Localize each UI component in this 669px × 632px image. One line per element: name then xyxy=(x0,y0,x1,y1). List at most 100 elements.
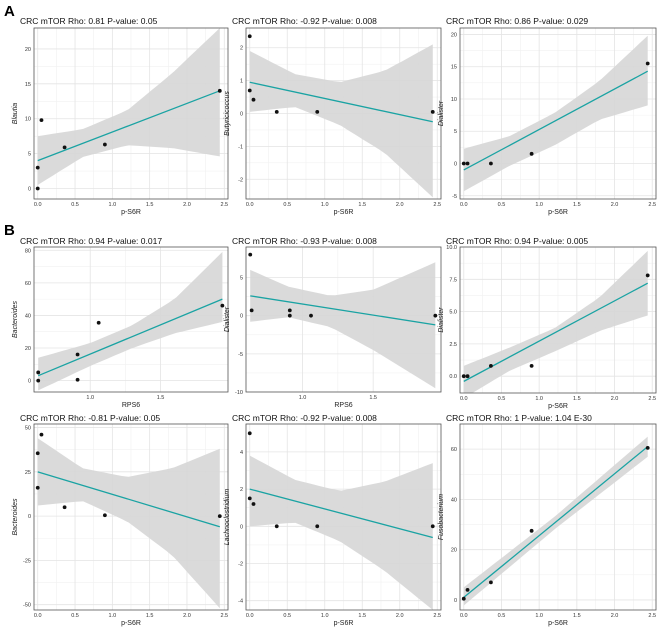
x-tick-label: 1.5 xyxy=(369,395,377,401)
confidence-band xyxy=(37,28,220,185)
x-tick-label: 1.5 xyxy=(157,395,165,401)
y-tick-label: -50 xyxy=(23,603,31,609)
y-tick-label: 20 xyxy=(451,548,457,554)
data-point xyxy=(461,596,466,601)
y-axis-label: Blautia xyxy=(12,103,19,125)
data-point xyxy=(75,352,80,357)
chart-1: CRC mTOR Rho: 0.81 P-value: 0.05 0.0 0.5 1.… xyxy=(12,16,229,216)
x-tick-label: 1.5 xyxy=(358,613,366,619)
x-tick-label: 2.5 xyxy=(648,396,656,402)
x-tick-label: 1.5 xyxy=(358,202,366,208)
data-point xyxy=(36,378,41,383)
y-tick-label: 20 xyxy=(25,47,31,53)
x-tick-label: 1.5 xyxy=(146,613,154,619)
y-tick-label: -10 xyxy=(235,390,243,396)
data-point xyxy=(315,109,320,114)
y-axis-label: Fusobacterium xyxy=(438,494,445,540)
data-point xyxy=(274,524,279,529)
y-tick-label: 2.5 xyxy=(449,342,457,348)
chart-title: CRC mTOR Rho: 0.81 P-value: 0.05 xyxy=(20,16,158,26)
x-tick-label: 2.0 xyxy=(396,202,404,208)
chart-9: CRC mTOR Rho: 1 P-value: 1.04 E-30 0.0 0.5… xyxy=(438,413,657,627)
data-point xyxy=(217,514,222,519)
x-tick-label: 0.0 xyxy=(246,613,254,619)
data-point xyxy=(96,320,101,325)
x-tick-label: 0.5 xyxy=(71,613,79,619)
plot-frame xyxy=(245,246,442,393)
y-tick-label: -1 xyxy=(238,144,243,150)
x-axis-label: p-S6R xyxy=(334,620,354,627)
x-tick-label: 2.5 xyxy=(220,613,228,619)
regression-line xyxy=(249,81,433,123)
y-tick-label: 80 xyxy=(25,248,31,254)
x-axis-label: p-S6R xyxy=(548,620,568,627)
data-point xyxy=(220,303,225,308)
chart-title: CRC mTOR Rho: 0.86 P-value: 0.029 xyxy=(446,16,588,26)
x-tick-label: 0.0 xyxy=(34,202,42,208)
data-point xyxy=(62,505,67,510)
data-point xyxy=(274,109,279,114)
x-tick-label: 2.5 xyxy=(433,613,441,619)
x-tick-label: 0.0 xyxy=(34,613,42,619)
y-axis-label: Dialister xyxy=(224,306,231,332)
plot-frame xyxy=(245,27,442,200)
y-tick-label: -2 xyxy=(238,177,243,183)
data-point xyxy=(489,363,493,368)
x-tick-label: 2.5 xyxy=(648,613,656,619)
data-point xyxy=(430,524,435,529)
x-tick-label: 0.5 xyxy=(498,202,506,208)
panel-label-b: B xyxy=(4,222,15,239)
regression-line xyxy=(37,471,220,528)
x-tick-label: 2.0 xyxy=(183,202,191,208)
data-point xyxy=(465,161,470,166)
plot-area xyxy=(34,424,228,610)
data-point xyxy=(430,109,435,114)
x-tick-label: 1.5 xyxy=(573,202,581,208)
data-point xyxy=(465,374,470,379)
data-point xyxy=(489,161,493,166)
data-point xyxy=(62,145,67,150)
y-tick-label: 60 xyxy=(451,447,457,453)
y-axis-label: Bacteroides xyxy=(12,498,19,535)
regression-line xyxy=(37,90,221,162)
data-point xyxy=(645,61,650,66)
data-point xyxy=(35,451,40,456)
data-point xyxy=(465,587,470,592)
data-point xyxy=(529,151,534,156)
x-tick-label: 0.0 xyxy=(460,202,468,208)
y-tick-label: 15 xyxy=(451,65,457,71)
data-point xyxy=(75,377,80,382)
data-point xyxy=(35,165,40,170)
data-point xyxy=(36,370,41,375)
x-tick-label: 2.0 xyxy=(611,396,619,402)
x-tick-label: 1.0 xyxy=(535,202,543,208)
y-tick-label: 0.0 xyxy=(449,374,457,380)
data-point xyxy=(287,308,292,313)
chart-title: CRC mTOR Rho: -0.92 P-value: 0.008 xyxy=(232,413,377,423)
x-tick-label: 0.5 xyxy=(283,202,291,208)
y-tick-label: 0 xyxy=(454,162,457,168)
y-tick-label: 4 xyxy=(240,450,243,456)
data-point xyxy=(39,118,44,123)
confidence-band xyxy=(249,44,433,198)
y-tick-label: 50 xyxy=(25,426,31,432)
data-point xyxy=(35,485,40,490)
chart-4: CRC mTOR Rho: 0.94 P-value: 0.017 1.0 1.5 0… xyxy=(12,236,229,409)
y-tick-label: 1 xyxy=(240,79,243,85)
y-tick-label: 25 xyxy=(25,470,31,476)
y-tick-label: 10 xyxy=(451,97,457,103)
x-tick-label: 1.0 xyxy=(535,396,543,402)
plot-frame xyxy=(459,246,657,394)
y-tick-label: 7.5 xyxy=(449,277,457,283)
chart-2: CRC mTOR Rho: -0.92 P-value: 0.008 0.0 0.5… xyxy=(224,16,442,216)
x-axis-label: p-S6R xyxy=(121,620,141,627)
x-tick-label: 1.0 xyxy=(321,202,329,208)
plot-area xyxy=(246,424,441,610)
x-tick-label: 0.0 xyxy=(460,396,468,402)
y-tick-label: 5 xyxy=(454,129,457,135)
y-tick-label: 5 xyxy=(240,276,243,282)
plot-area xyxy=(34,247,228,392)
data-point xyxy=(35,186,40,191)
confidence-band xyxy=(250,262,436,389)
y-tick-label: 15 xyxy=(25,82,31,88)
